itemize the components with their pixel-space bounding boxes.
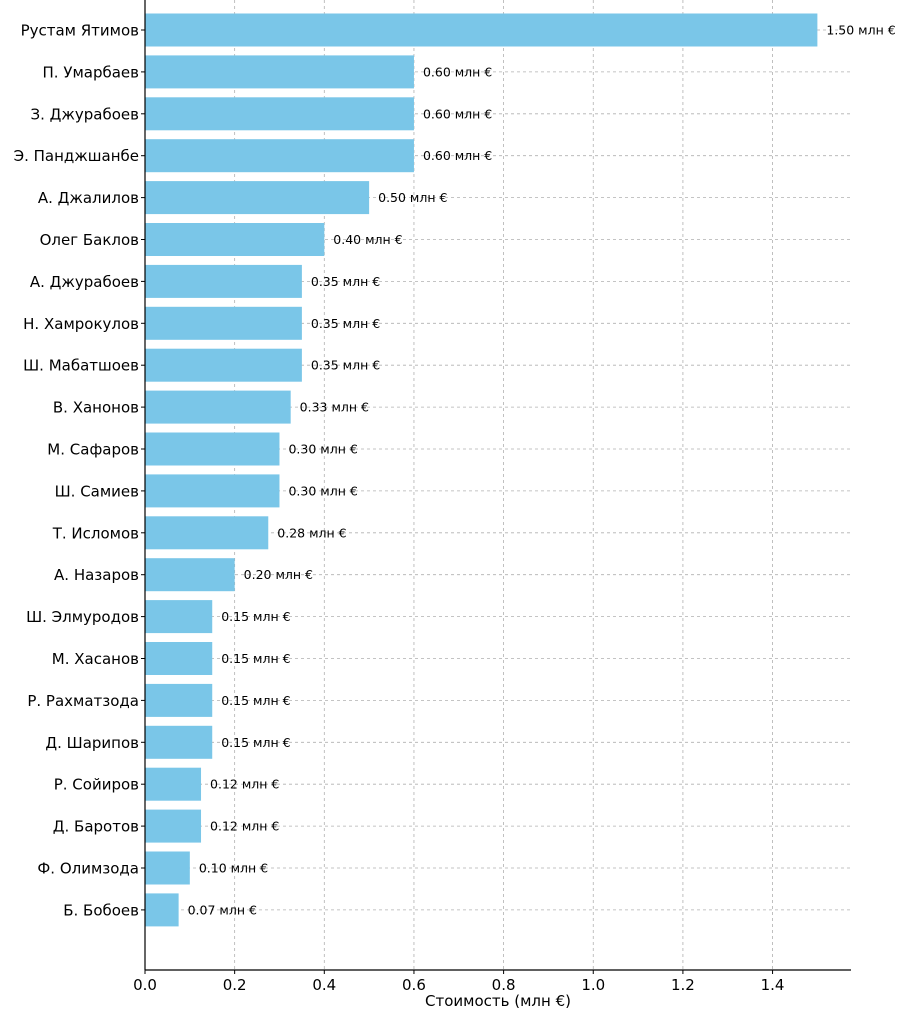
category-label: Ш. Мабатшоев bbox=[23, 357, 139, 375]
bar bbox=[145, 558, 235, 592]
bar bbox=[145, 306, 302, 340]
bar bbox=[145, 516, 269, 550]
category-label: Ш. Самиев bbox=[55, 482, 139, 500]
category-label: Б. Бобоев bbox=[63, 901, 139, 919]
bar-value-label: 0.60 млн € bbox=[423, 148, 492, 163]
category-label: Ш. Элмуродов bbox=[26, 608, 139, 626]
bar bbox=[145, 432, 280, 466]
x-axis-title: Стоимость (млн €) bbox=[425, 992, 571, 1010]
bar-value-label: 0.33 млн € bbox=[300, 400, 369, 415]
bar bbox=[145, 348, 302, 382]
bar-value-label: 0.40 млн € bbox=[333, 232, 402, 247]
bar-value-label: 0.07 млн € bbox=[188, 902, 257, 917]
bar-value-label: 0.35 млн € bbox=[311, 358, 380, 373]
bar bbox=[145, 725, 213, 759]
axes: 0.0 0.2 0.4 0.6 0.8 1.0 1.2 1.4 bbox=[133, 0, 851, 994]
x-tick-label: 0.2 bbox=[223, 976, 247, 994]
category-labels: Рустам Ятимов П. Умарбаев З. Джурабоев Э. П… bbox=[14, 22, 139, 920]
data-labels: 1.50 млн € 0.60 млн € 0.60 млн € 0.60 млн €… bbox=[188, 23, 896, 918]
x-tick-label: 1.0 bbox=[581, 976, 605, 994]
category-label: А. Джурабоев bbox=[30, 273, 139, 291]
category-label: Д. Шарипов bbox=[45, 734, 139, 752]
bar bbox=[145, 683, 213, 717]
bar-value-label: 1.50 млн € bbox=[826, 23, 895, 38]
bar bbox=[145, 642, 213, 675]
category-label: Э. Панджшанбе bbox=[14, 147, 139, 165]
bar-value-label: 0.15 млн € bbox=[221, 693, 290, 708]
bar bbox=[145, 55, 414, 89]
grid bbox=[145, 0, 851, 970]
x-tick-label: 1.4 bbox=[761, 976, 785, 994]
bar-value-label: 0.15 млн € bbox=[221, 609, 290, 624]
bar bbox=[145, 264, 302, 298]
bar-value-label: 0.60 млн € bbox=[423, 106, 492, 121]
bar-value-label: 0.15 млн € bbox=[221, 735, 290, 750]
bar-value-label: 0.15 млн € bbox=[221, 651, 290, 666]
bar-value-label: 0.30 млн € bbox=[288, 442, 357, 457]
bar-value-label: 0.35 млн € bbox=[311, 316, 380, 331]
category-label: З. Джурабоев bbox=[31, 105, 139, 123]
category-label: Рустам Ятимов bbox=[21, 22, 139, 40]
category-label: А. Джалилов bbox=[38, 189, 139, 207]
bar bbox=[145, 390, 291, 424]
category-label: Д. Баротов bbox=[53, 818, 139, 836]
bar-value-label: 0.50 млн € bbox=[378, 190, 447, 205]
bars bbox=[145, 13, 818, 927]
bar bbox=[145, 474, 280, 508]
bar bbox=[145, 13, 818, 47]
category-label: П. Умарбаев bbox=[43, 63, 140, 81]
bar bbox=[145, 851, 190, 885]
category-label: А. Назаров bbox=[54, 566, 139, 584]
bar-value-label: 0.12 млн € bbox=[210, 777, 279, 792]
bar-value-label: 0.35 млн € bbox=[311, 274, 380, 289]
x-tick-label: 0.0 bbox=[133, 976, 157, 994]
bar bbox=[145, 139, 414, 173]
x-tick-label: 0.6 bbox=[402, 976, 426, 994]
bar bbox=[145, 97, 414, 131]
x-tick-label: 0.4 bbox=[312, 976, 336, 994]
bar-value-label: 0.60 млн € bbox=[423, 64, 492, 79]
x-tick-label: 0.8 bbox=[492, 976, 516, 994]
category-label: М. Сафаров bbox=[47, 441, 139, 459]
bar-value-label: 0.30 млн € bbox=[288, 483, 357, 498]
category-label: Олег Баклов bbox=[40, 231, 139, 249]
x-tick-label: 1.2 bbox=[671, 976, 695, 994]
bar bbox=[145, 181, 370, 215]
bar-value-label: 0.10 млн € bbox=[199, 861, 268, 876]
bar-value-label: 0.28 млн € bbox=[277, 525, 346, 540]
category-label: М. Хасанов bbox=[52, 650, 139, 668]
category-label: В. Ханонов bbox=[53, 399, 139, 417]
category-label: Ф. Олимзода bbox=[37, 860, 139, 878]
bar bbox=[145, 223, 325, 256]
bar-value-label: 0.12 млн € bbox=[210, 819, 279, 834]
bar bbox=[145, 809, 202, 843]
bar-value-label: 0.20 млн € bbox=[244, 567, 313, 582]
category-label: Т. Исломов bbox=[52, 524, 139, 542]
category-label: Р. Рахматзода bbox=[27, 692, 139, 710]
bar bbox=[145, 600, 213, 634]
category-label: Р. Сойиров bbox=[54, 776, 139, 794]
bar bbox=[145, 893, 179, 927]
bar bbox=[145, 767, 202, 801]
category-label: Н. Хамрокулов bbox=[23, 315, 139, 333]
